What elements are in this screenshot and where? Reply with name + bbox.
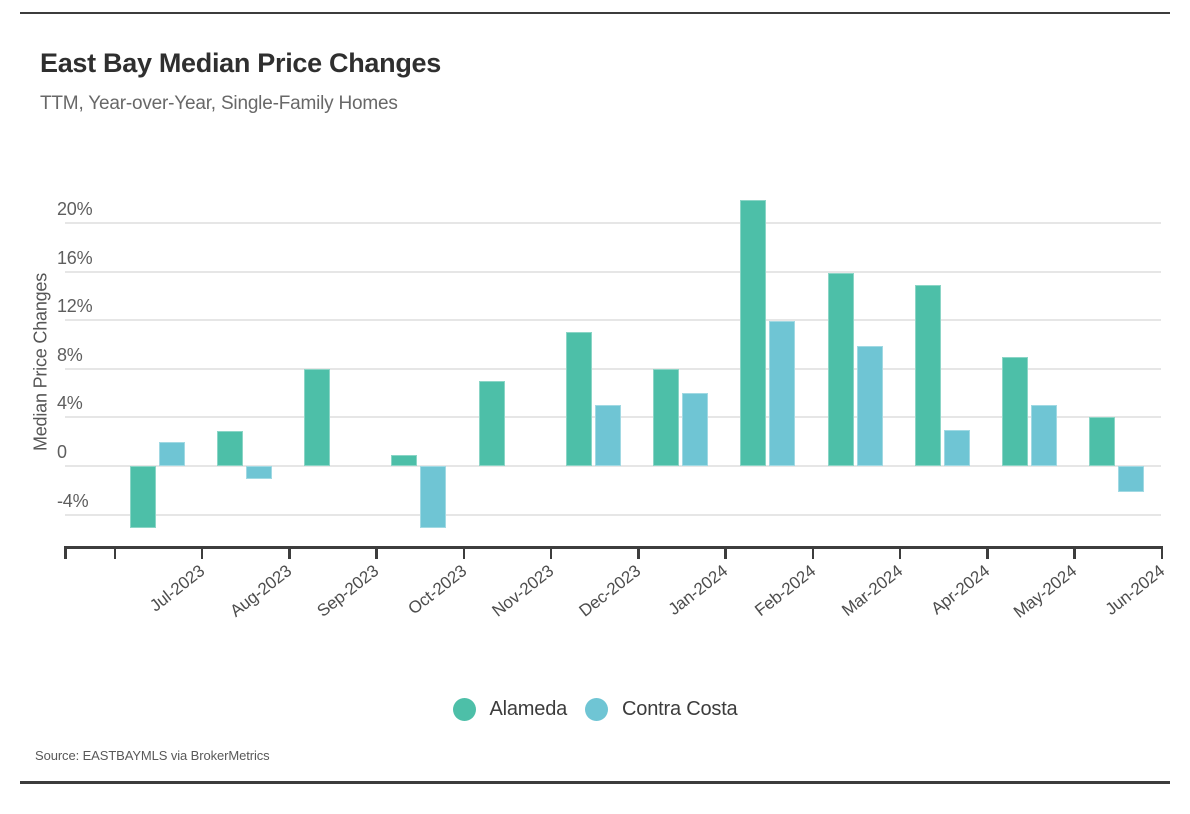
- gridline--4: [65, 513, 1161, 516]
- y-tick-label-12: 12%: [57, 296, 93, 317]
- bar-contra-costa-aug-2023: [245, 466, 272, 480]
- chart-title: East Bay Median Price Changes: [40, 48, 441, 78]
- bar-alameda-sep-2023: [304, 368, 331, 466]
- bar-alameda-jun-2024: [1089, 417, 1116, 466]
- y-tick-label-16: 16%: [57, 247, 93, 268]
- bar-contra-costa-feb-2024: [769, 321, 796, 466]
- bar-contra-costa-oct-2023: [420, 466, 447, 528]
- bar-contra-costa-apr-2024: [943, 429, 970, 466]
- axis-tick-8: [811, 546, 814, 559]
- axis-tick-5: [549, 546, 553, 559]
- axis-tick-11: [1073, 546, 1076, 559]
- gridline-20: [65, 222, 1161, 224]
- axis-tick-7: [724, 546, 727, 559]
- legend: Alameda Contra Costa: [0, 698, 1190, 721]
- legend-label-alameda: Alameda: [489, 698, 568, 720]
- bar-contra-costa-mar-2024: [856, 345, 883, 466]
- y-axis-title: Median Price Changes: [30, 272, 51, 452]
- gridline-8: [65, 367, 1161, 370]
- axis-tick-6: [637, 546, 640, 559]
- bar-alameda-jan-2024: [653, 368, 680, 466]
- axis-tick-1: [200, 546, 204, 559]
- y-tick-label--4: -4%: [57, 490, 89, 511]
- bar-alameda-nov-2023: [478, 380, 505, 466]
- gridline-16: [65, 270, 1161, 273]
- axis-tick-10: [986, 546, 989, 559]
- bar-alameda-mar-2024: [827, 272, 854, 466]
- axis-tick-0: [113, 546, 116, 559]
- bar-alameda-apr-2024: [914, 284, 941, 466]
- source-text: Source: EASTBAYMLS via BrokerMetrics: [35, 748, 270, 763]
- gridline-12: [65, 319, 1161, 322]
- chart-subtitle: TTM, Year-over-Year, Single-Family Homes: [40, 93, 398, 114]
- legend-item-contra-costa: Contra Costa: [585, 698, 738, 721]
- bar-alameda-feb-2024: [740, 199, 767, 466]
- bar-alameda-jul-2023: [129, 466, 156, 528]
- axis-tick-3: [375, 546, 378, 559]
- bar-contra-costa-jan-2024: [682, 393, 709, 466]
- legend-label-contra-costa: Contra Costa: [622, 698, 738, 720]
- bar-contra-costa-jul-2023: [158, 441, 185, 466]
- bar-contra-costa-dec-2023: [594, 405, 621, 466]
- bar-contra-costa-may-2024: [1031, 405, 1058, 466]
- alameda-swatch-icon: [452, 698, 476, 721]
- legend-item-alameda: Alameda: [452, 698, 568, 721]
- y-tick-label-0: 0: [57, 442, 67, 462]
- axis-tick-9: [898, 546, 902, 559]
- axis-end-tick: [64, 546, 67, 559]
- bar-alameda-oct-2023: [391, 455, 418, 466]
- axis-tick-2: [288, 546, 291, 559]
- gridline-0: [65, 465, 1161, 467]
- y-tick-label-4: 4%: [57, 393, 83, 414]
- bar-alameda-aug-2023: [216, 430, 243, 466]
- x-axis-line: [65, 546, 1161, 549]
- bar-contra-costa-jun-2024: [1118, 466, 1145, 492]
- contra-costa-swatch-icon: [585, 698, 609, 721]
- axis-tick-12: [1160, 546, 1163, 559]
- top-rule: [20, 12, 1170, 14]
- axis-tick-4: [462, 546, 465, 559]
- bar-alameda-dec-2023: [565, 332, 592, 466]
- bar-alameda-may-2024: [1002, 356, 1029, 466]
- y-tick-label-8: 8%: [57, 344, 83, 365]
- y-tick-label-20: 20%: [57, 199, 93, 219]
- bottom-rule: [20, 781, 1170, 784]
